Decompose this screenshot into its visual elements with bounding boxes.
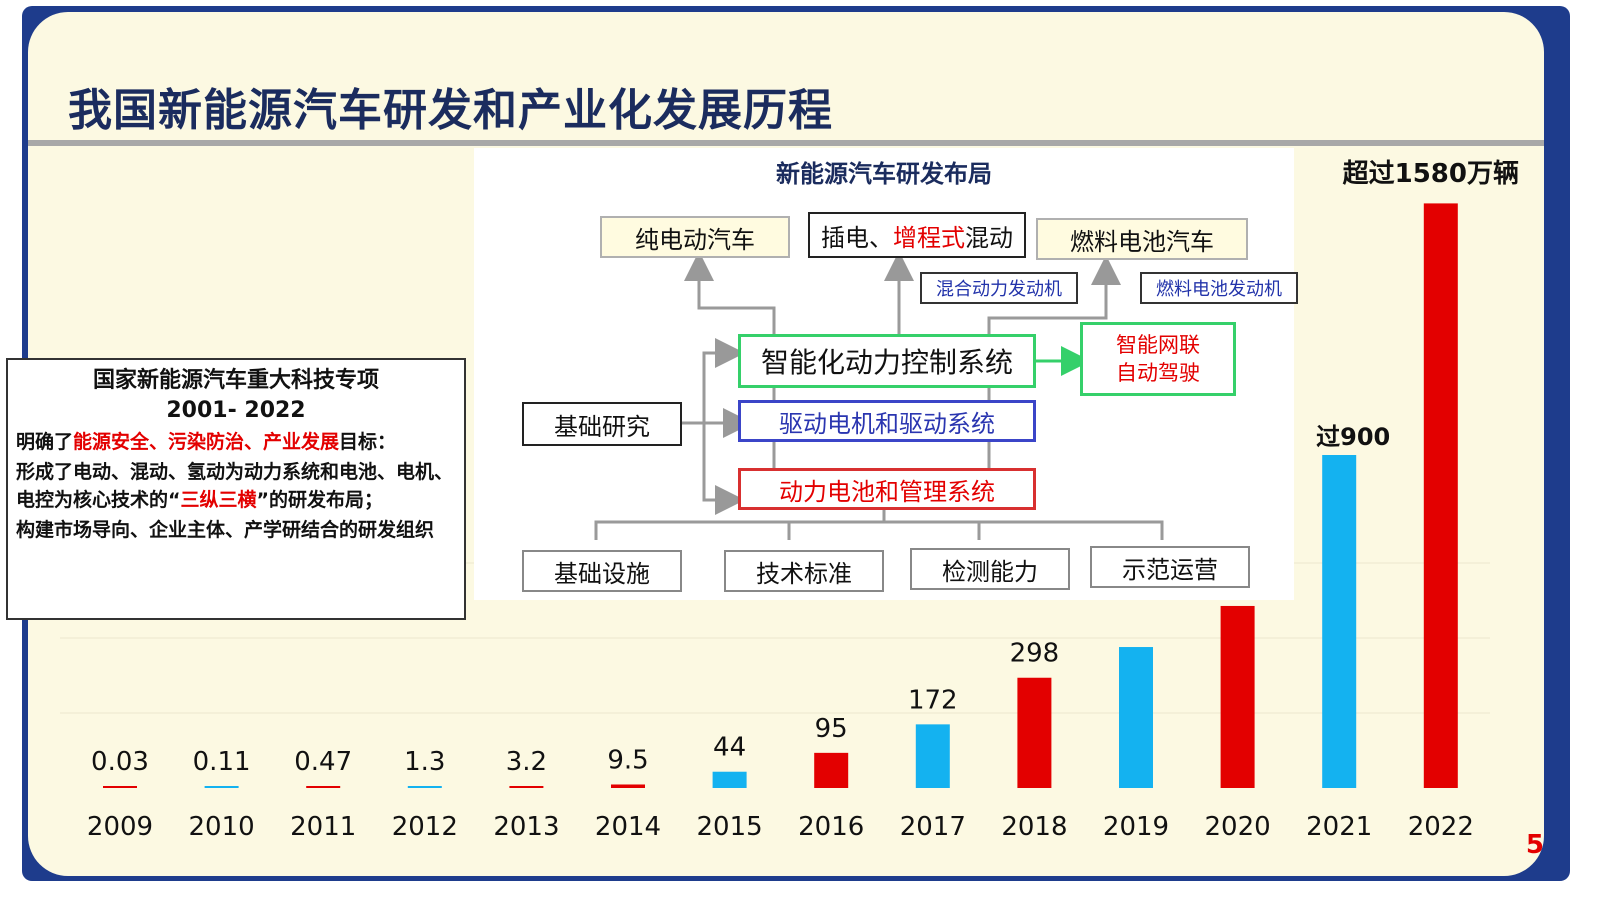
bar-2022	[1423, 203, 1458, 788]
testing-box: 检测能力	[910, 548, 1070, 590]
title-divider	[28, 140, 1544, 146]
fcev-label: 燃料电池汽车	[1070, 227, 1214, 256]
infrastructure-label: 基础设施	[554, 559, 650, 588]
phev-label-b: 增程式	[893, 223, 965, 252]
x-tick-label: 2014	[595, 812, 661, 842]
infrastructure-box: 基础设施	[522, 550, 682, 592]
info-organization: 构建市场导向、企业主体、产学研结合的研发组织	[16, 519, 435, 541]
info-layout-b: 三纵三横	[180, 489, 257, 511]
phev-box: 插电、 增程式 混动	[808, 212, 1026, 258]
info-goal-b: 能源安全、污染防治、产业发展	[73, 431, 340, 453]
info-layout: 形成了电动、混动、氢动为动力系统和电池、电机、电控为核心技术的“三纵三横”的研发…	[16, 458, 456, 514]
program-info-box: 国家新能源汽车重大科技专项 2001- 2022 明确了能源安全、污染防治、产业…	[6, 358, 466, 620]
data-label: 9.5	[607, 745, 648, 775]
battery-label: 动力电池和管理系统	[779, 477, 995, 506]
bar-2009	[103, 786, 137, 788]
standards-label: 技术标准	[756, 559, 852, 588]
x-tick-label: 2009	[87, 812, 153, 842]
basic-research-box: 基础研究	[522, 402, 682, 446]
bev-label: 纯电动汽车	[635, 225, 755, 254]
bar-2012	[407, 786, 442, 788]
diagram-connectors	[594, 251, 1164, 540]
hybrid-engine-box: 混合动力发动机	[920, 272, 1078, 304]
motor-label: 驱动电机和驱动系统	[779, 409, 995, 438]
bar-2016	[814, 752, 849, 788]
fuel-cell-engine-box: 燃料电池发动机	[1140, 272, 1298, 304]
bar-2015	[712, 771, 747, 788]
bar-2017	[915, 724, 950, 788]
x-tick-label: 2011	[290, 812, 356, 842]
info-goal-c: 目标：	[339, 431, 397, 453]
data-label: 298	[1010, 639, 1060, 669]
bar-2018	[1017, 677, 1052, 788]
bar-2013	[509, 786, 544, 788]
bev-box: 纯电动汽车	[600, 216, 790, 258]
data-label: 过900	[1316, 423, 1390, 451]
phev-label-a: 插电、	[821, 223, 893, 252]
diagram-title: 新能源汽车研发布局	[776, 160, 992, 188]
x-tick-label: 2012	[392, 812, 458, 842]
info-period: 2001- 2022	[166, 398, 306, 423]
phev-label-c: 混动	[965, 223, 1013, 252]
info-goal: 明确了能源安全、污染防治、产业发展目标：	[16, 428, 456, 456]
fuel-cell-engine-label: 燃料电池发动机	[1156, 279, 1282, 300]
x-tick-label: 2019	[1103, 812, 1169, 842]
data-label: 1.3	[404, 747, 445, 777]
bar-2011	[306, 786, 341, 788]
slide-title: 我国新能源汽车研发和产业化发展历程	[68, 85, 833, 136]
x-tick-label: 2010	[189, 812, 255, 842]
x-tick-label: 2013	[493, 812, 559, 842]
x-tick-label: 2022	[1408, 812, 1474, 842]
info-goal-a: 明确了	[16, 431, 74, 453]
data-label: 超过1580万辆	[1343, 159, 1519, 189]
motor-box: 驱动电机和驱动系统	[738, 400, 1036, 442]
info-layout-c: ”的研发布局；	[256, 489, 384, 511]
intelligent-label-a: 智能网联	[1116, 333, 1200, 357]
standards-box: 技术标准	[724, 550, 884, 592]
fcev-box: 燃料电池汽车	[1036, 218, 1248, 260]
x-tick-label: 2016	[798, 812, 864, 842]
data-label: 0.47	[294, 747, 352, 777]
intelligent-box: 智能网联 自动驾驶	[1080, 322, 1236, 396]
info-heading: 国家新能源汽车重大科技专项	[92, 368, 379, 393]
battery-box: 动力电池和管理系统	[738, 468, 1036, 510]
x-tick-label: 2018	[1001, 812, 1067, 842]
page-number: 5	[1525, 830, 1544, 860]
data-label: 3.2	[506, 747, 547, 777]
testing-label: 检测能力	[942, 557, 1038, 586]
x-tick-label: 2020	[1205, 812, 1271, 842]
bar-2021	[1322, 455, 1357, 788]
info-layout-a: 形成了电动、混动、氢动为动力系统和电池、电机、电控为核心技术的“	[16, 461, 454, 511]
bar-2019	[1119, 647, 1153, 788]
control-system-box: 智能化动力控制系统	[738, 334, 1036, 388]
x-tick-label: 2021	[1306, 812, 1372, 842]
data-label: 0.03	[91, 747, 149, 777]
data-label: 44	[713, 733, 746, 763]
bar-2014	[611, 784, 645, 788]
demo-operation-box: 示范运营	[1090, 546, 1250, 588]
x-tick-label: 2015	[697, 812, 763, 842]
x-tick-label: 2017	[900, 812, 966, 842]
data-label: 0.11	[193, 747, 251, 777]
data-label: 172	[908, 685, 958, 715]
bar-2020	[1220, 605, 1255, 788]
bar-2010	[204, 786, 239, 788]
hybrid-engine-label: 混合动力发动机	[936, 279, 1062, 300]
control-system-label: 智能化动力控制系统	[760, 346, 1013, 379]
data-label: 95	[815, 714, 848, 744]
intelligent-label-b: 自动驾驶	[1116, 361, 1200, 385]
basic-research-label: 基础研究	[554, 412, 650, 441]
rnd-layout-diagram: 新能源汽车研发布局 纯电动汽车 插电、 增程式 混动 燃料电池汽车 混合动力发动机 …	[474, 148, 1298, 600]
demo-operation-label: 示范运营	[1122, 555, 1218, 584]
